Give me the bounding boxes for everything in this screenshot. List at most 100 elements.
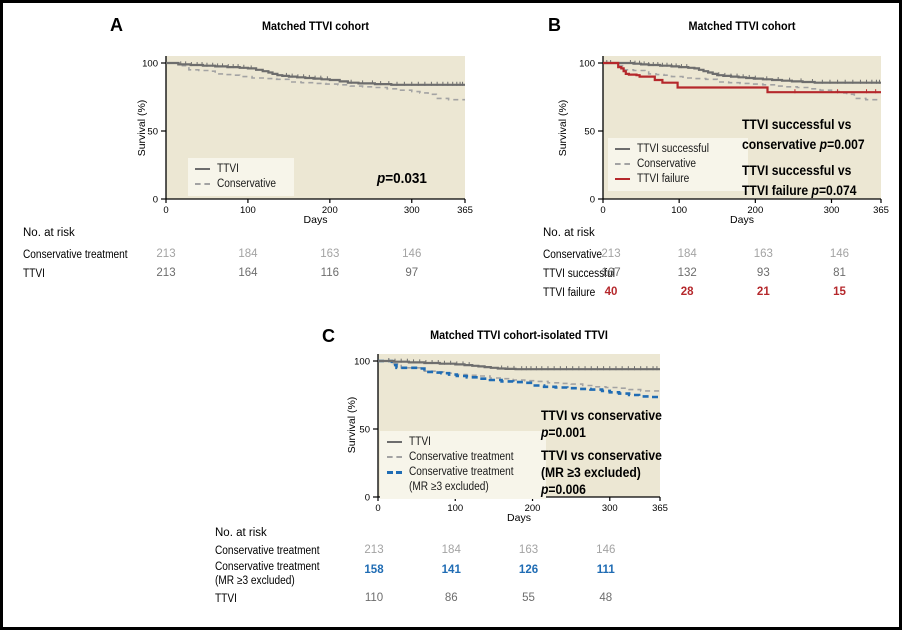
risk-count: 146 bbox=[596, 544, 616, 556]
risk-count: 111 bbox=[596, 564, 615, 576]
legend-entry-conservative-treatment: Conservative treatment (MR ≥3 excluded) bbox=[387, 465, 539, 495]
risk-count: 163 bbox=[753, 248, 773, 260]
legend-entry-ttvi: TTVI bbox=[195, 162, 287, 177]
risk-count: 86 bbox=[444, 592, 458, 604]
risk-row-label-ttvi: TTVI bbox=[215, 593, 237, 605]
panel-label-c: C bbox=[322, 326, 335, 346]
risk-row-label-conservative: Conservative bbox=[543, 249, 603, 261]
x-tick-label: 365 bbox=[457, 205, 473, 216]
legend-line-sample bbox=[615, 163, 630, 165]
legend-line-sample bbox=[615, 178, 630, 180]
y-tick-label: 100 bbox=[579, 58, 595, 69]
risk-count: 55 bbox=[522, 592, 535, 604]
x-tick-label: 200 bbox=[525, 503, 541, 514]
risk-count: 132 bbox=[677, 267, 697, 279]
risk-count: 164 bbox=[238, 267, 258, 279]
risk-row-label-ttvi-failure: TTVI failure bbox=[543, 287, 596, 299]
panel-label-a: A bbox=[110, 15, 123, 35]
survival-curve-conservative-treatment-mr-3-excluded bbox=[378, 359, 662, 399]
x-tick-label: 100 bbox=[240, 205, 256, 216]
x-axis-label-c: Days bbox=[507, 512, 531, 524]
risk-count: 141 bbox=[441, 564, 461, 576]
legend-entry-label: Conservative bbox=[217, 178, 277, 190]
risk-count: 184 bbox=[677, 248, 697, 260]
legend-line-sample bbox=[387, 441, 402, 443]
chart-title-a: Matched TTVI cohort bbox=[262, 21, 369, 33]
y-tick-label: 100 bbox=[354, 356, 370, 367]
risk-count: 184 bbox=[238, 248, 258, 260]
risk-row-label-ttvi: TTVI bbox=[23, 268, 45, 280]
pvalue-text: TTVI vs conservative p=0.001 bbox=[541, 408, 662, 440]
x-tick-label: 365 bbox=[873, 205, 889, 216]
pvalue-text: TTVI successful vs conservative p=0.007 bbox=[742, 117, 865, 152]
chart-title-c: Matched TTVI cohort-isolated TTVI bbox=[430, 330, 608, 342]
legend-entry-conservative-treatment: Conservative treatment bbox=[387, 450, 539, 465]
panel-label-b: B bbox=[548, 15, 561, 35]
risk-count: 163 bbox=[320, 248, 340, 260]
legend-entry-label: Conservative treatment bbox=[409, 451, 514, 463]
x-tick-label: 200 bbox=[747, 205, 763, 216]
legend-line-sample bbox=[387, 471, 402, 474]
risk-count: 116 bbox=[320, 267, 339, 279]
legend-line-sample bbox=[195, 183, 210, 185]
x-tick-label: 100 bbox=[447, 503, 463, 514]
risk-row-label-ttvi-successful: TTVI successful bbox=[543, 268, 615, 280]
risk-count: 21 bbox=[756, 286, 770, 298]
risk-row-label-conservative-treatment: Conservative treatment bbox=[23, 249, 128, 261]
risk-count: 81 bbox=[833, 267, 846, 279]
risk-count: 93 bbox=[756, 267, 770, 279]
survival-curve-conservative-treatment bbox=[378, 360, 661, 392]
y-tick-label: 50 bbox=[359, 424, 370, 435]
risk-count: 163 bbox=[518, 544, 539, 556]
legend-b: TTVI successful Conservative TTVI failure bbox=[608, 138, 748, 191]
survival-curve-ttvi-failure bbox=[603, 61, 881, 94]
x-tick-label: 300 bbox=[602, 503, 618, 514]
x-axis-label-b: Days bbox=[730, 214, 754, 226]
survival-plot-a: 0 50 100 0 100 200 300 365 bbox=[142, 56, 473, 216]
x-tick-label: 100 bbox=[671, 205, 687, 216]
risk-table-header: No. at risk bbox=[23, 227, 75, 239]
risk-row-label-conservative-treatment: Conservative treatment bbox=[215, 545, 320, 557]
risk-count: 126 bbox=[518, 564, 539, 576]
risk-count: 40 bbox=[604, 286, 618, 298]
legend-entry-label: TTVI bbox=[217, 163, 239, 175]
x-tick-label: 0 bbox=[375, 503, 380, 514]
risk-count: 146 bbox=[402, 248, 422, 260]
risk-count: 213 bbox=[156, 248, 176, 260]
legend-entry-label: TTVI successful bbox=[637, 143, 709, 155]
risk-count: 48 bbox=[599, 592, 613, 604]
x-tick-label: 0 bbox=[163, 205, 168, 216]
risk-table-header: No. at risk bbox=[215, 527, 267, 539]
y-tick-label: 0 bbox=[365, 492, 370, 503]
pvalue-text: TTVI vs conservative (MR ≥3 excluded) p=0.… bbox=[541, 448, 662, 497]
legend-entry-conservative: Conservative bbox=[615, 157, 741, 172]
chart-title-b: Matched TTVI cohort bbox=[688, 21, 796, 33]
x-axis-label-a: Days bbox=[303, 214, 328, 226]
survival-curve-ttvi-successful bbox=[603, 61, 881, 84]
legend-entry-ttvi-successful: TTVI successful bbox=[615, 142, 741, 157]
pvalue-annotation-c: TTVI vs conservative p=0.001 TTVI vs conse… bbox=[541, 407, 662, 498]
risk-count: 167 bbox=[601, 267, 621, 279]
legend-c: TTVI Conservative treatment Conservative t… bbox=[380, 431, 546, 499]
x-tick-label: 0 bbox=[600, 205, 605, 216]
legend-entry-label: TTVI failure bbox=[637, 173, 690, 185]
y-tick-label: 0 bbox=[153, 194, 158, 205]
legend-line-sample bbox=[195, 168, 210, 170]
legend-entry-ttvi: TTVI bbox=[387, 435, 539, 450]
risk-count: 97 bbox=[405, 267, 419, 279]
legend-entry-label: TTVI bbox=[409, 436, 431, 448]
y-tick-label: 0 bbox=[590, 194, 595, 205]
legend-entry-label: Conservative bbox=[637, 158, 697, 170]
survival-curve-conservative bbox=[166, 62, 465, 101]
risk-count: 110 bbox=[364, 592, 384, 604]
legend-line-sample bbox=[615, 148, 630, 150]
x-tick-label: 300 bbox=[404, 205, 420, 216]
risk-count: 213 bbox=[156, 267, 176, 279]
risk-count: 15 bbox=[833, 286, 846, 298]
risk-count: 213 bbox=[601, 248, 621, 260]
risk-row-label-conservative-treatment: Conservative treatment (MR ≥3 excluded) bbox=[215, 561, 320, 587]
y-tick-label: 50 bbox=[147, 126, 158, 137]
risk-count: 213 bbox=[364, 544, 384, 556]
y-tick-label: 50 bbox=[584, 126, 595, 137]
